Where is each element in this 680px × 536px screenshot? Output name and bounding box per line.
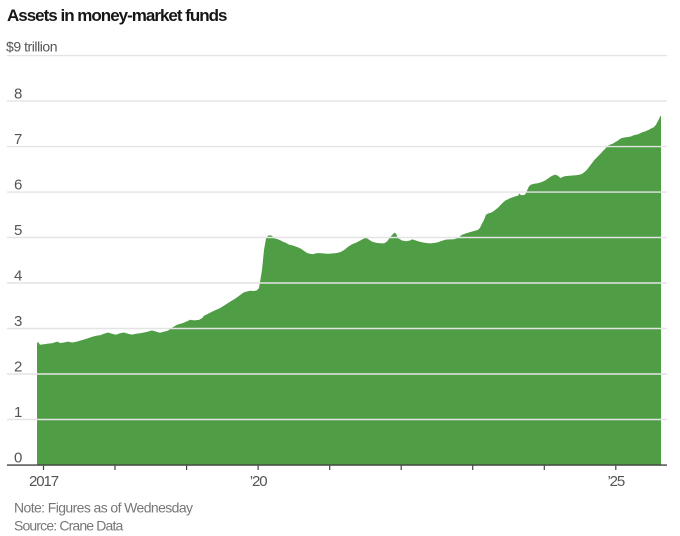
svg-text:3: 3 xyxy=(14,313,22,330)
svg-text:2017: 2017 xyxy=(29,473,59,490)
svg-text:Source: Crane Data: Source: Crane Data xyxy=(14,518,123,534)
svg-text:1: 1 xyxy=(14,404,22,421)
svg-text:’25: ’25 xyxy=(607,473,624,490)
svg-text:’20: ’20 xyxy=(250,473,267,490)
svg-text:Assets in money-market funds: Assets in money-market funds xyxy=(7,6,227,25)
svg-text:4: 4 xyxy=(14,268,22,285)
svg-text:Note: Figures as of Wednesday: Note: Figures as of Wednesday xyxy=(14,500,193,516)
svg-text:6: 6 xyxy=(14,177,22,194)
svg-text:0: 0 xyxy=(14,450,22,467)
svg-text:2: 2 xyxy=(14,359,22,376)
svg-text:8: 8 xyxy=(14,86,22,103)
svg-text:5: 5 xyxy=(14,222,22,239)
svg-text:$9 trillion: $9 trillion xyxy=(6,39,57,55)
svg-text:7: 7 xyxy=(14,131,22,148)
